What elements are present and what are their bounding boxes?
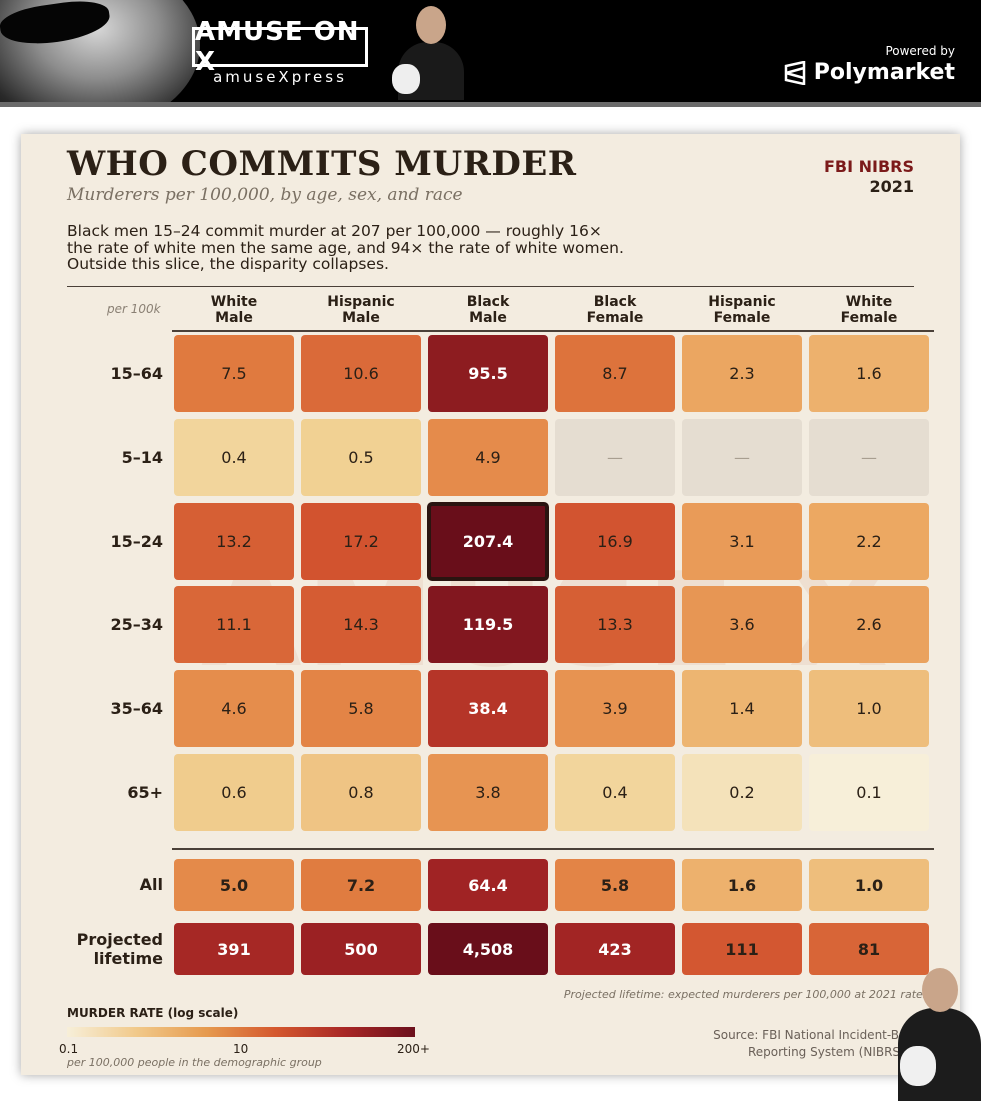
summary-cell: 500 bbox=[301, 923, 421, 975]
heatmap-cell: 1.0 bbox=[809, 670, 929, 747]
row-label: 65+ bbox=[127, 782, 163, 802]
heatmap-cell: 0.4 bbox=[555, 754, 675, 831]
legend-note: per 100,000 people in the demographic gr… bbox=[67, 1056, 322, 1069]
summary-cell: 81 bbox=[809, 923, 929, 975]
powered-by-label: Powered by bbox=[885, 44, 955, 58]
column-header: White Female bbox=[840, 294, 898, 326]
heatmap-cell: 0.4 bbox=[174, 419, 294, 496]
brand-subtitle: amuseXpress bbox=[213, 68, 347, 86]
summary-cell: 423 bbox=[555, 923, 675, 975]
row-label: 25–34 bbox=[110, 614, 163, 634]
legend-min-label: 0.1 bbox=[59, 1042, 79, 1056]
source-year: 2021 bbox=[869, 177, 914, 196]
row-label: 15–24 bbox=[110, 531, 163, 551]
heatmap-cell: 1.6 bbox=[809, 335, 929, 412]
column-header: Hispanic Male bbox=[327, 294, 395, 326]
summary-cell: 111 bbox=[682, 923, 802, 975]
summary-cell: 5.0 bbox=[174, 859, 294, 911]
heatmap-cell: 4.9 bbox=[428, 419, 548, 496]
banner-divider bbox=[0, 102, 981, 107]
column-header: Black Female bbox=[586, 294, 644, 326]
brand-title: AMUSE ON X bbox=[195, 17, 360, 77]
heatmap-cell: 5.8 bbox=[301, 670, 421, 747]
column-header: White Male bbox=[210, 294, 258, 326]
heatmap-cell: 3.6 bbox=[682, 586, 802, 663]
heatmap-cell: 0.8 bbox=[301, 754, 421, 831]
chart-subtitle: Murderers per 100,000, by age, sex, and … bbox=[67, 185, 463, 205]
summary-cell: 1.6 bbox=[682, 859, 802, 911]
heatmap-cell: 1.4 bbox=[682, 670, 802, 747]
brand-logo: AMUSE ON X bbox=[192, 17, 368, 77]
heatmap-cell: 14.3 bbox=[301, 586, 421, 663]
row-label: 15–64 bbox=[110, 363, 163, 383]
heatmap-cell: 207.4 bbox=[428, 503, 548, 580]
row-label: 35–64 bbox=[110, 698, 163, 718]
chart-card: AMUSE X WHO COMMITS MURDER Murderers per… bbox=[21, 134, 960, 1075]
lifetime-note: Projected lifetime: expected murderers p… bbox=[563, 988, 932, 1001]
heatmap-cell: 4.6 bbox=[174, 670, 294, 747]
source-line-2: Reporting System (NIBRS), 2 bbox=[747, 1045, 920, 1059]
chart-description: Black men 15–24 commit murder at 207 per… bbox=[67, 222, 624, 273]
heatmap-cell: 17.2 bbox=[301, 503, 421, 580]
row-label: 5–14 bbox=[121, 447, 163, 467]
divider-summary bbox=[172, 848, 934, 850]
divider-top bbox=[67, 286, 914, 287]
legend-title: MURDER RATE (log scale) bbox=[67, 1006, 239, 1020]
source-badge: FBI NIBRS bbox=[823, 157, 914, 176]
header-banner: AMUSE ON X amuseXpress Powered by Polyma… bbox=[0, 0, 981, 102]
summary-cell: 64.4 bbox=[428, 859, 548, 911]
heatmap-cell: 0.6 bbox=[174, 754, 294, 831]
legend-mid-label: 10 bbox=[233, 1042, 249, 1056]
column-header: Black Male bbox=[466, 294, 510, 326]
heatmap-cell: 3.1 bbox=[682, 503, 802, 580]
summary-row-label: Projected lifetime bbox=[76, 930, 163, 968]
heatmap-cell: 95.5 bbox=[428, 335, 548, 412]
heatmap-cell: 0.2 bbox=[682, 754, 802, 831]
sponsor-logo: Polymarket bbox=[784, 60, 955, 85]
summary-cell: 391 bbox=[174, 923, 294, 975]
summary-cell: 4,508 bbox=[428, 923, 548, 975]
heatmap-cell: 13.2 bbox=[174, 503, 294, 580]
heatmap-cell: 16.9 bbox=[555, 503, 675, 580]
heatmap-cell: 0.5 bbox=[301, 419, 421, 496]
heatmap-cell: 3.9 bbox=[555, 670, 675, 747]
heatmap-cell: 13.3 bbox=[555, 586, 675, 663]
summary-row-label: All bbox=[139, 875, 163, 894]
host-photo bbox=[392, 2, 470, 100]
legend-color-scale bbox=[67, 1027, 415, 1037]
heatmap-cell: 119.5 bbox=[428, 586, 548, 663]
column-header: Hispanic Female bbox=[708, 294, 776, 326]
stormtrooper-helmet-image bbox=[0, 0, 200, 102]
heatmap-cell: 7.5 bbox=[174, 335, 294, 412]
summary-cell: 7.2 bbox=[301, 859, 421, 911]
heatmap-cell: 11.1 bbox=[174, 586, 294, 663]
heatmap-cell: 3.8 bbox=[428, 754, 548, 831]
polymarket-icon bbox=[784, 60, 806, 85]
heatmap-cell: 10.6 bbox=[301, 335, 421, 412]
heatmap-cell: 8.7 bbox=[555, 335, 675, 412]
legend-max-label: 200+ bbox=[397, 1042, 430, 1056]
heatmap-cell: 0.1 bbox=[809, 754, 929, 831]
heatmap-cell: 38.4 bbox=[428, 670, 548, 747]
sponsor-name: Polymarket bbox=[813, 60, 955, 85]
summary-cell: 1.0 bbox=[809, 859, 929, 911]
divider-header bbox=[172, 330, 934, 332]
chart-title: WHO COMMITS MURDER bbox=[67, 144, 577, 184]
summary-cell: 5.8 bbox=[555, 859, 675, 911]
corner-label: per 100k bbox=[107, 302, 161, 316]
heatmap-cell: 2.6 bbox=[809, 586, 929, 663]
heatmap-cell: — bbox=[682, 419, 802, 496]
host-photo-corner bbox=[898, 968, 981, 1101]
heatmap-cell: 2.3 bbox=[682, 335, 802, 412]
source-line-1: Source: FBI National Incident-Base bbox=[713, 1028, 920, 1042]
heatmap-cell: — bbox=[555, 419, 675, 496]
heatmap-cell: — bbox=[809, 419, 929, 496]
heatmap-cell: 2.2 bbox=[809, 503, 929, 580]
